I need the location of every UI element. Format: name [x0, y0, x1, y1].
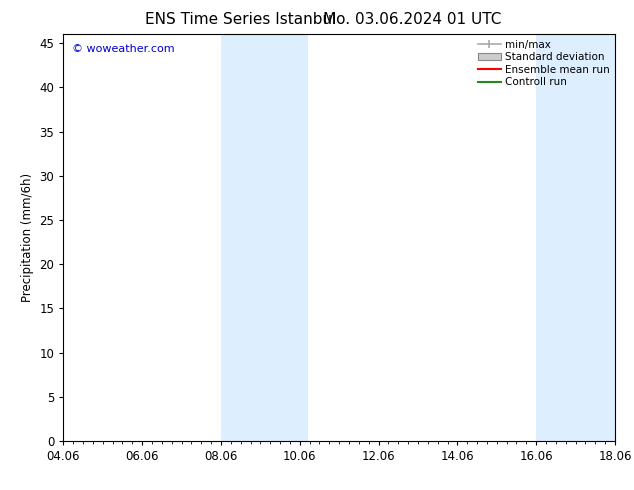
Bar: [536, 34, 615, 441]
Legend: min/max, Standard deviation, Ensemble mean run, Controll run: min/max, Standard deviation, Ensemble me…: [476, 37, 612, 89]
Y-axis label: Precipitation (mm/6h): Precipitation (mm/6h): [21, 173, 34, 302]
Text: Mo. 03.06.2024 01 UTC: Mo. 03.06.2024 01 UTC: [323, 12, 501, 27]
Text: ENS Time Series Istanbul: ENS Time Series Istanbul: [145, 12, 337, 27]
Text: © woweather.com: © woweather.com: [72, 45, 174, 54]
Bar: [221, 34, 307, 441]
